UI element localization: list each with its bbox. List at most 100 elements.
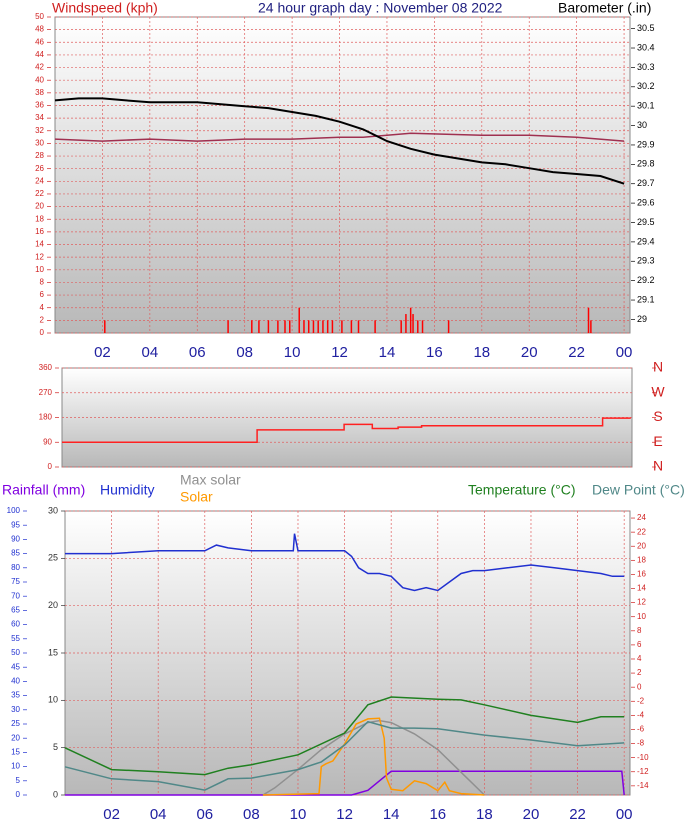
y-tick-label: 15 [48,647,58,657]
y2-tick-label: 22 [637,527,646,536]
x-tick-label: 12 [331,344,348,361]
series-line [62,417,631,444]
y3-tick-label: 40 [11,677,20,686]
y2-tick-label: 18 [637,555,646,564]
y-tick-label: 34 [35,113,44,122]
y-tick-label: 5 [53,742,58,752]
y-tick-label: 270 [39,388,53,397]
x-tick-label: 14 [383,806,400,823]
y-tick-label: 40 [35,75,44,84]
y-tick-label: 28 [35,151,44,160]
y2-tick-label: 29.3 [637,256,655,266]
y3-tick-label: 50 [11,648,20,657]
y-tick-label: 50 [35,12,44,21]
y3-tick-label: 95 [11,520,20,529]
y2-tick-label: 10 [637,612,646,621]
y2-tick-label: N [653,359,663,375]
y2-tick-label: W [651,383,665,399]
y3-tick-label: 20 [11,733,20,742]
y3-tick-label: 60 [11,620,20,629]
y-tick-label: 180 [39,413,53,422]
legend-label: Rainfall (mm) [2,482,85,498]
x-tick-label: 18 [476,806,493,823]
y-tick-label: 10 [35,265,44,274]
y2-tick-label: N [653,458,663,474]
y2-tick-label: -2 [637,696,645,705]
y-tick-label: 25 [48,553,58,563]
y2-tick-label: 29.7 [637,178,655,188]
y3-tick-label: 0 [16,790,21,799]
x-tick-label: 00 [616,806,633,823]
y-tick-label: 6 [40,290,45,299]
y3-tick-label: 55 [11,634,20,643]
x-tick-label: 04 [150,806,167,823]
series-line [262,719,485,796]
x-tick-label: 10 [284,344,301,361]
y3-tick-label: 30 [11,705,20,714]
y2-tick-label: 30.4 [637,42,655,52]
series-line [262,717,485,796]
y-tick-label: 18 [35,214,44,223]
y2-tick-label: -6 [637,725,645,734]
y3-tick-label: 100 [7,506,21,515]
x-tick-label: 18 [473,344,490,361]
y-tick-label: 48 [35,25,44,34]
x-tick-label: 06 [196,806,213,823]
y2-tick-label: 24 [637,513,646,522]
y2-tick-label: 29.2 [637,275,655,285]
y2-tick-label: 29.9 [637,139,655,149]
plot-area [54,16,631,334]
y2-tick-label: 29.8 [637,159,655,169]
legend-label: Humidity [100,482,154,498]
y2-tick-label: 20 [637,541,646,550]
x-tick-label: 08 [243,806,260,823]
y3-tick-label: 35 [11,691,20,700]
y-tick-label: 0 [40,328,45,337]
y3-tick-label: 25 [11,719,20,728]
y3-tick-label: 85 [11,549,20,558]
y2-tick-label: 29.6 [637,197,655,207]
y-tick-label: 10 [48,695,58,705]
y-tick-label: 360 [39,363,53,372]
legend-label: Dew Point (°C) [592,482,685,498]
y3-tick-label: 75 [11,577,20,586]
y2-tick-label: 30.3 [637,62,655,72]
series-line [54,132,625,142]
y3-tick-label: 90 [11,535,20,544]
y-tick-label: 4 [40,303,45,312]
y-tick-label: 20 [35,202,44,211]
x-tick-label: 22 [568,344,585,361]
series-line [64,720,625,791]
y-tick-label: 20 [48,600,58,610]
y-tick-label: 36 [35,101,44,110]
x-tick-label: 06 [189,344,206,361]
series-line [65,533,625,592]
y-tick-label: 14 [35,240,44,249]
y2-tick-label: 2 [637,668,642,677]
y-tick-label: 0 [53,789,58,799]
x-tick-label: 16 [429,806,446,823]
y2-tick-label: 29 [637,314,647,324]
y-tick-label: 44 [35,50,44,59]
series-line [54,97,625,185]
x-tick-label: 20 [523,806,540,823]
y3-tick-label: 70 [11,591,20,600]
y3-tick-label: 15 [11,748,20,757]
x-tick-label: 02 [103,806,120,823]
series-line [65,770,625,796]
y-tick-label: 12 [35,252,44,261]
y2-tick-label: 29.4 [637,236,655,246]
y-tick-label: 24 [35,176,44,185]
y2-tick-label: -4 [637,710,645,719]
chart-title: 24 hour graph day : November 08 2022 [258,0,503,16]
y3-tick-label: 10 [11,762,20,771]
y2-tick-label: 30.5 [637,23,655,33]
x-tick-label: 08 [236,344,253,361]
y-axis-label: Windspeed (kph) [52,0,158,16]
y2-tick-label: -12 [637,767,649,776]
y-tick-label: 32 [35,126,44,135]
y-tick-label: 90 [43,437,52,446]
y-tick-label: 22 [35,189,44,198]
y2-tick-label: 14 [637,584,646,593]
y2-tick-label: 30 [637,120,647,130]
